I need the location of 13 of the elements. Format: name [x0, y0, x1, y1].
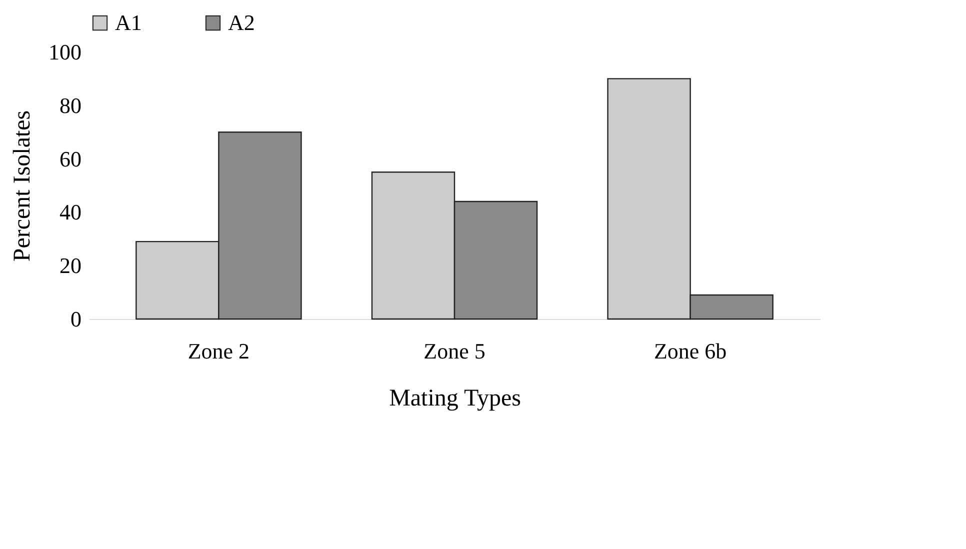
y-tick-label: 100: [48, 40, 82, 64]
legend-label: A2: [228, 10, 255, 35]
y-tick-label: 60: [60, 146, 82, 172]
y-tick-label: 0: [70, 306, 82, 332]
y-tick-label: 20: [60, 253, 82, 278]
legend-label: A1: [115, 10, 142, 35]
x-tick-label: Zone 2: [188, 338, 250, 364]
y-tick-label: 40: [60, 200, 82, 225]
x-tick-label: Zone 5: [424, 338, 486, 364]
y-tick-label: 80: [60, 92, 82, 118]
x-tick-label: Zone 6b: [654, 338, 727, 364]
y-axis-title: Percent Isolates: [10, 110, 36, 262]
x-axis-title: Mating Types: [389, 386, 521, 412]
